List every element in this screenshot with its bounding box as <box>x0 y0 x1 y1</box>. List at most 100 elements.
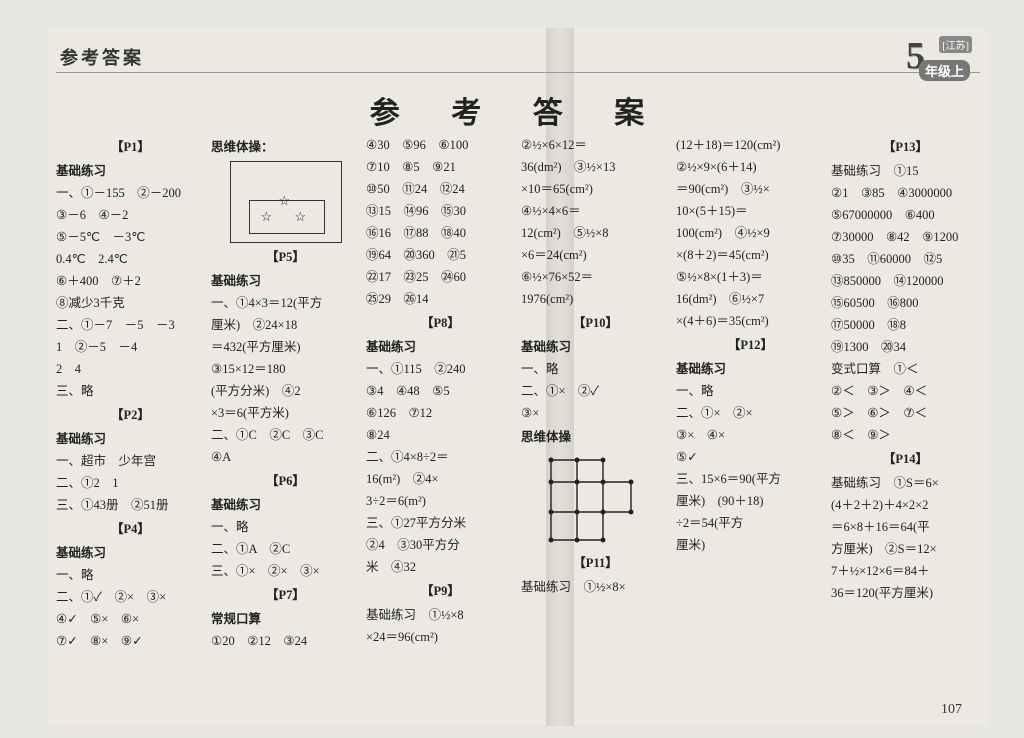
line: ⑦30000 ⑧42 ⑨1200 <box>831 226 980 248</box>
line: 一、略 <box>56 564 205 586</box>
line: ㉕29 ㉖14 <box>366 288 515 310</box>
line: 三、略 <box>56 380 205 402</box>
col-1: 【P1】 基础练习 一、①－155 ②－200 ③－6 ④－2 ⑤－5℃ －3℃… <box>56 134 205 702</box>
col-5: (12＋18)＝120(cm²) ②½×9×(6＋14) ＝90(cm²) ③½… <box>676 134 825 702</box>
line: ⑤✓ <box>676 446 825 468</box>
shape-diagram <box>541 452 651 548</box>
line: 厘米) <box>676 534 825 556</box>
star-icon: ☆ <box>279 190 291 212</box>
col-2: 思维体操： ☆ ☆ ☆ 【P5】 基础练习 一、①4×3＝12(平方 厘米) ②… <box>211 134 360 702</box>
sect-p8: 【P8】 <box>366 312 515 334</box>
line: ×(8＋2)＝45(cm²) <box>676 244 825 266</box>
line: ×24＝96(cm²) <box>366 626 515 648</box>
line: ⑤67000000 ⑥400 <box>831 204 980 226</box>
line: 变式口算 ①＜ <box>831 358 980 380</box>
line: 三、①27平方分米 <box>366 512 515 534</box>
line: 二、①✓ ②× ③× <box>56 586 205 608</box>
line: ⑲64 ⑳360 ㉑5 <box>366 244 515 266</box>
line: ÷2＝54(平方 <box>676 512 825 534</box>
line: 一、①4×3＝12(平方 <box>211 292 360 314</box>
sect-p2: 【P2】 <box>56 404 205 426</box>
line: ⑥＋400 ⑦＋2 <box>56 270 205 292</box>
col-3: ④30 ⑤96 ⑥100 ⑦10 ⑧5 ⑨21 ⑩50 ⑪24 ⑫24 ⑬15 … <box>366 134 515 702</box>
line: ②4 ③30平方分 <box>366 534 515 556</box>
line: ⑤＞ ⑥＞ ⑦＜ <box>831 402 980 424</box>
line: ⑤－5℃ －3℃ <box>56 226 205 248</box>
line: ㉒17 ㉓25 ㉔60 <box>366 266 515 288</box>
line: 一、超市 少年宫 <box>56 450 205 472</box>
line: 厘米) ②24×18 <box>211 314 360 336</box>
line: (4＋2＋2)＋4×2×2 <box>831 494 980 516</box>
line: 一、略 <box>211 516 360 538</box>
line: 7＋½×12×6＝84＋ <box>831 560 980 582</box>
line: 基础练习 ①S＝6× <box>831 472 980 494</box>
content-columns: 【P1】 基础练习 一、①－155 ②－200 ③－6 ④－2 ⑤－5℃ －3℃… <box>56 134 980 702</box>
sect-p11: 【P11】 <box>521 552 670 574</box>
line: 米 ④32 <box>366 556 515 578</box>
line: ×10＝65(cm²) <box>521 178 670 200</box>
sect-p10: 【P10】 <box>521 312 670 334</box>
line: ④½×4×6＝ <box>521 200 670 222</box>
line: 三、15×6＝90(平方 <box>676 468 825 490</box>
base-title: 基础练习 <box>56 428 205 450</box>
header-left: 参考答案 <box>60 44 144 70</box>
sect-p14: 【P14】 <box>831 448 980 470</box>
line: ＝6×8＋16＝64(平 <box>831 516 980 538</box>
think-title: 思维体操： <box>211 136 360 158</box>
base-title: 基础练习 <box>521 336 670 358</box>
line: ⑯16 ⑰88 ⑱40 <box>366 222 515 244</box>
page-title: 参 考 答 案 <box>48 88 988 132</box>
line: 二、①2 1 <box>56 472 205 494</box>
base-title: 基础练习 <box>676 358 825 380</box>
line: ⑮60500 ⑯800 <box>831 292 980 314</box>
line: ③15×12＝180 <box>211 358 360 380</box>
page: 参考答案 5 [江苏] 年级上 参 考 答 案 【P1】 基础练习 一、①－15… <box>48 28 988 726</box>
line: 二、①× ②× <box>676 402 825 424</box>
line: (12＋18)＝120(cm²) <box>676 134 825 156</box>
line: 基础练习 ①½×8 <box>366 604 515 626</box>
base-title: 基础练习 <box>211 494 360 516</box>
line: 16(m²) ②4× <box>366 468 515 490</box>
line: 二、①A ②C <box>211 538 360 560</box>
line: ⑰50000 ⑱8 <box>831 314 980 336</box>
line: 二、①－7 －5 －3 <box>56 314 205 336</box>
line: ⑧24 <box>366 424 515 446</box>
line: 36(dm²) ③½×13 <box>521 156 670 178</box>
line: 二、①C ②C ③C <box>211 424 360 446</box>
line: 一、略 <box>521 358 670 380</box>
line: 方厘米) ②S＝12× <box>831 538 980 560</box>
line: 3÷2＝6(m²) <box>366 490 515 512</box>
line: ＝90(cm²) ③½× <box>676 178 825 200</box>
line: ⑩50 ⑪24 ⑫24 <box>366 178 515 200</box>
sect-p12: 【P12】 <box>676 334 825 356</box>
line: ④✓ ⑤× ⑥× <box>56 608 205 630</box>
line: ①20 ②12 ③24 <box>211 630 360 652</box>
line: ⑥½×76×52＝ <box>521 266 670 288</box>
sect-p5: 【P5】 <box>211 246 360 268</box>
line: 36＝120(平方厘米) <box>831 582 980 604</box>
line: ⑬15 ⑭96 ⑮30 <box>366 200 515 222</box>
page-number: 107 <box>941 702 962 718</box>
line: ×6＝24(cm²) <box>521 244 670 266</box>
base-title: 基础练习 <box>211 270 360 292</box>
line: ②½×6×12＝ <box>521 134 670 156</box>
sect-p1: 【P1】 <box>56 136 205 158</box>
line: ＝432(平方厘米) <box>211 336 360 358</box>
sect-p9: 【P9】 <box>366 580 515 602</box>
line: ⑦10 ⑧5 ⑨21 <box>366 156 515 178</box>
sect-p13: 【P13】 <box>831 136 980 158</box>
line: ⑩35 ⑪60000 ⑫5 <box>831 248 980 270</box>
star-icon: ☆ <box>295 206 307 228</box>
line: ④A <box>211 446 360 468</box>
line: 三、①43册 ②51册 <box>56 494 205 516</box>
line: ⑦✓ ⑧× ⑨✓ <box>56 630 205 652</box>
line: ⑬850000 ⑭120000 <box>831 270 980 292</box>
line: 12(cm²) ⑤½×8 <box>521 222 670 244</box>
base-title: 基础练习 <box>56 160 205 182</box>
line: ④30 ⑤96 ⑥100 <box>366 134 515 156</box>
base-title: 基础练习 <box>366 336 515 358</box>
line: ×3＝6(平方米) <box>211 402 360 424</box>
col-4: ②½×6×12＝ 36(dm²) ③½×13 ×10＝65(cm²) ④½×4×… <box>521 134 670 702</box>
line: 一、①115 ②240 <box>366 358 515 380</box>
line: 10×(5＋15)＝ <box>676 200 825 222</box>
